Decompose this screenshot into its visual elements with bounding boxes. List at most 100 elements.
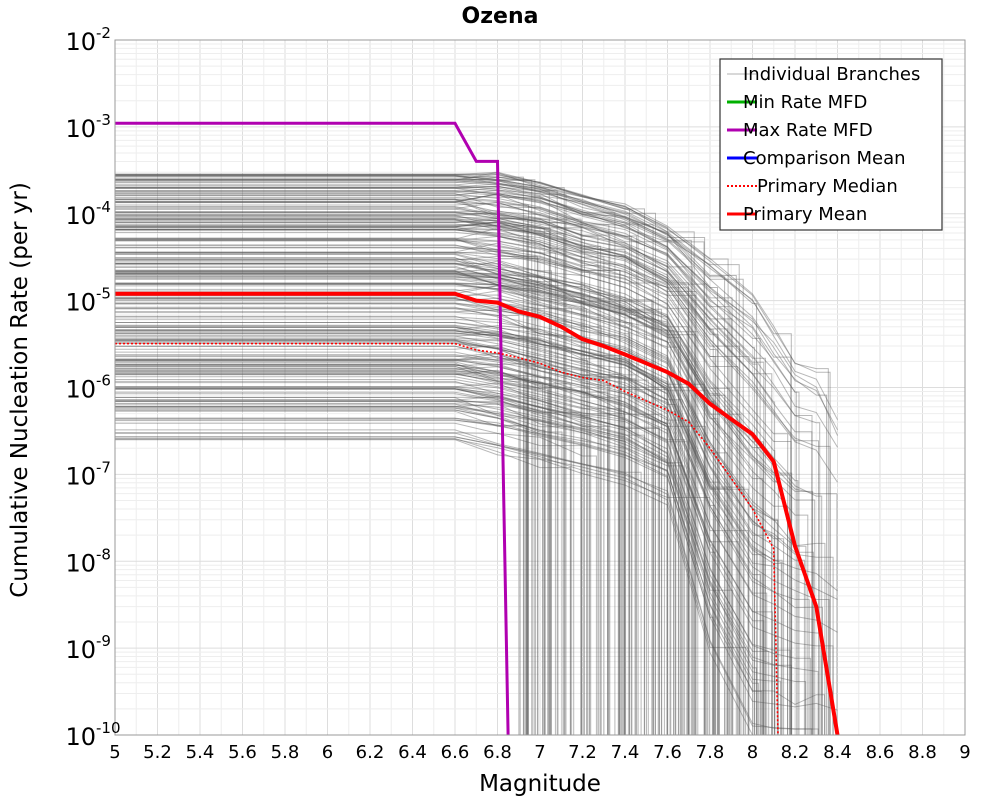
x-tick-label: 5.4 bbox=[186, 742, 215, 763]
branch-line bbox=[115, 208, 821, 735]
branch-line bbox=[115, 340, 810, 735]
series-lines bbox=[115, 121, 840, 736]
branch-line bbox=[115, 353, 609, 735]
branch-line bbox=[115, 335, 637, 735]
branch-line bbox=[115, 409, 546, 735]
branch-line bbox=[115, 229, 689, 735]
branch-line bbox=[115, 211, 599, 735]
branch-line bbox=[115, 325, 838, 592]
branch-line bbox=[115, 237, 697, 735]
branch-line bbox=[115, 229, 819, 735]
branch-line bbox=[115, 339, 761, 735]
branch-line bbox=[115, 294, 680, 735]
branch-line bbox=[115, 191, 792, 735]
legend-entry: Min Rate MFD bbox=[743, 92, 867, 113]
branch-line bbox=[115, 263, 720, 735]
branch-line bbox=[115, 171, 829, 735]
branch-line bbox=[115, 358, 768, 735]
branch-line bbox=[115, 311, 520, 735]
branch-line bbox=[115, 278, 719, 735]
branch-line bbox=[115, 222, 626, 735]
branch-line bbox=[115, 388, 592, 735]
branch-line bbox=[115, 174, 831, 735]
branch-line bbox=[115, 298, 573, 735]
branch-line bbox=[115, 298, 779, 735]
branch-line bbox=[115, 265, 816, 735]
x-tick-label: 7.6 bbox=[653, 742, 682, 763]
branch-line bbox=[115, 339, 716, 735]
branch-line bbox=[115, 283, 764, 735]
branch-line bbox=[115, 373, 549, 735]
x-tick-label: 6.6 bbox=[441, 742, 470, 763]
branch-line bbox=[115, 342, 636, 735]
branch-line bbox=[115, 218, 693, 735]
branch-line bbox=[115, 342, 649, 735]
branch-line bbox=[115, 276, 656, 735]
branch-line bbox=[115, 186, 550, 735]
x-tick-label: 6.8 bbox=[483, 742, 512, 763]
branch-line bbox=[115, 173, 645, 735]
branch-line bbox=[115, 210, 766, 735]
branch-line bbox=[115, 258, 776, 735]
y-tick-exponent: -4 bbox=[96, 198, 111, 216]
y-tick-label: 10 bbox=[65, 376, 96, 404]
branch-line bbox=[115, 379, 688, 735]
branch-line bbox=[115, 380, 791, 735]
branch-line bbox=[115, 326, 528, 735]
branch-line bbox=[115, 250, 738, 735]
branch-line bbox=[115, 260, 838, 735]
branch-line bbox=[115, 283, 696, 735]
branch-line bbox=[115, 419, 714, 735]
branch-line bbox=[115, 351, 521, 735]
branch-line bbox=[115, 173, 669, 735]
x-tick-label: 7.8 bbox=[696, 742, 725, 763]
branch-line bbox=[115, 406, 674, 735]
branch-line bbox=[115, 214, 602, 735]
branch-line bbox=[115, 324, 783, 735]
x-tick-label: 9 bbox=[959, 742, 970, 763]
y-tick-label: 10 bbox=[65, 202, 96, 230]
branch-line bbox=[115, 189, 828, 735]
branch-line bbox=[115, 391, 645, 735]
branch-line bbox=[115, 330, 745, 735]
branch-line bbox=[115, 183, 726, 735]
branch-line bbox=[115, 221, 582, 735]
branch-line bbox=[115, 270, 714, 735]
branch-line bbox=[115, 297, 631, 735]
branch-line bbox=[115, 190, 706, 735]
branch-line bbox=[115, 432, 642, 735]
branch-line bbox=[115, 212, 758, 735]
branch-line bbox=[115, 245, 591, 735]
branch-line bbox=[115, 262, 731, 735]
x-tick-label: 8 bbox=[747, 742, 758, 763]
branch-line bbox=[115, 322, 776, 735]
branch-line bbox=[115, 326, 782, 735]
x-tick-label: 7.2 bbox=[568, 742, 597, 763]
branch-line bbox=[115, 187, 639, 735]
branch-line bbox=[115, 363, 609, 735]
branch-line bbox=[115, 364, 543, 735]
branch-line bbox=[115, 254, 799, 735]
branch-line bbox=[115, 274, 654, 735]
y-tick-label: 10 bbox=[65, 289, 96, 317]
branch-line bbox=[115, 285, 629, 735]
branch-line bbox=[115, 172, 729, 735]
series-primary-median bbox=[115, 342, 779, 736]
branch-line bbox=[115, 238, 716, 735]
legend-entry: Comparison Mean bbox=[743, 148, 906, 169]
y-tick-label: 10 bbox=[65, 636, 96, 664]
branch-line bbox=[115, 219, 729, 735]
branch-line bbox=[115, 370, 765, 735]
x-tick-label: 8.4 bbox=[823, 742, 852, 763]
branch-line bbox=[115, 370, 525, 735]
branch-line bbox=[115, 257, 823, 735]
branch-line bbox=[115, 364, 822, 735]
branch-line bbox=[115, 260, 763, 735]
x-axis-ticks: 5 5.2 5.4 5.6 5.8 6 6.2 6.4 6.6 6.8 7 7.2 7.4 7.6 7.8 8… bbox=[109, 742, 970, 763]
y-axis-ticks: 10-210-310-410-510-610-710-810-910-10 bbox=[65, 24, 120, 751]
branch-line bbox=[115, 273, 559, 735]
x-tick-label: 6.2 bbox=[356, 742, 385, 763]
legend: Individual Branches Min Rate MFD Max Rate … bbox=[719, 58, 943, 231]
branch-line bbox=[115, 272, 681, 735]
